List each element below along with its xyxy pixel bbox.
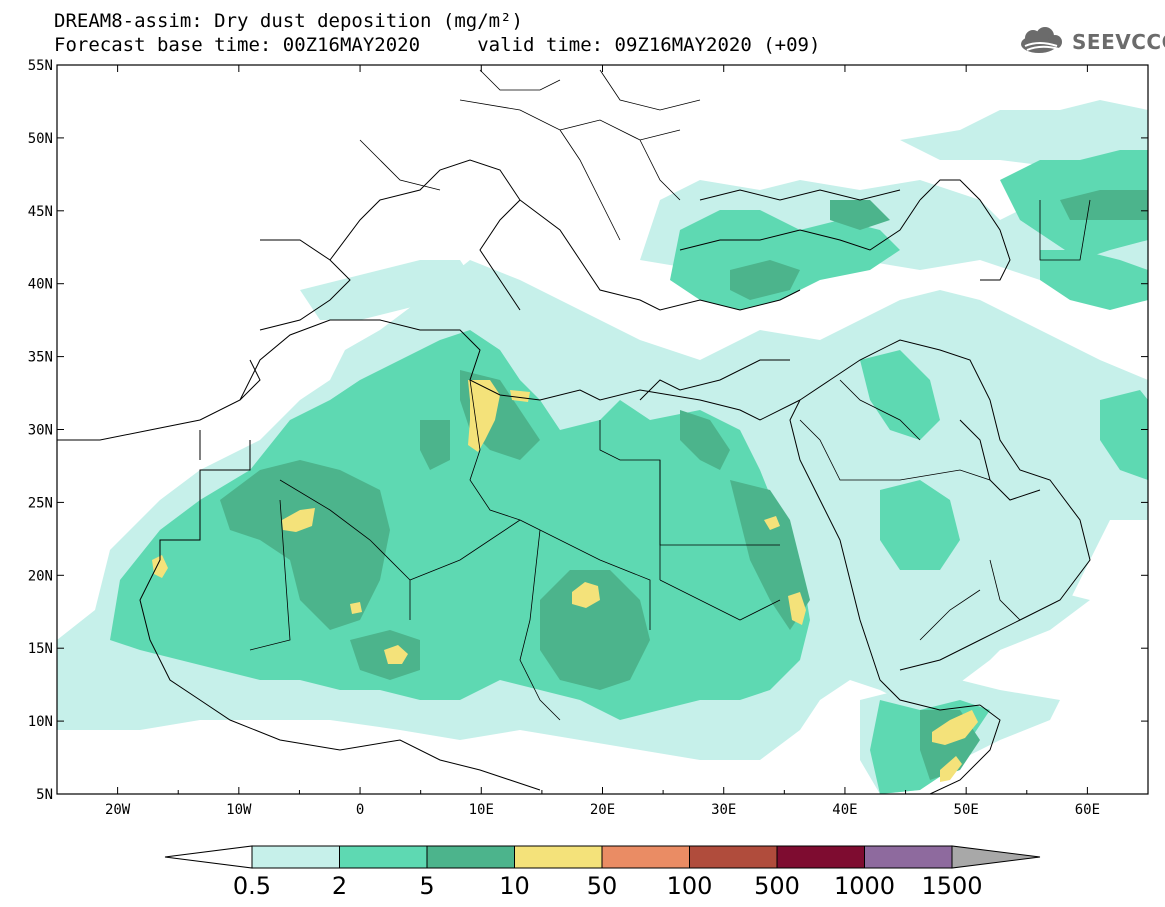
forecast-time-subtitle: Forecast base time: 00Z16MAY2020 valid t…	[54, 34, 821, 56]
latitude-axis: 55N 50N 45N 40N 35N 30N 25N 20N 15N 10N 5N	[28, 58, 1148, 803]
lat-tick-label: 30N	[28, 423, 53, 439]
longitude-axis: 20W 10W 0 10E 20E 30E 40E 50E 60E	[56, 65, 1149, 818]
colorbar-label: 10	[499, 872, 530, 900]
colorbar-label: 1000	[834, 872, 895, 900]
dust-field	[57, 100, 1148, 794]
coastlines	[57, 159, 1091, 794]
colorbar-segment	[426, 845, 515, 869]
colorbar-label: 1500	[921, 872, 982, 900]
colorbar-label: 2	[332, 872, 347, 900]
lat-tick-label: 50N	[28, 131, 53, 147]
lat-tick-label: 15N	[28, 641, 53, 657]
lon-tick-label: 20E	[590, 802, 615, 818]
level-5-10-area	[220, 190, 1148, 780]
colorbar-segment	[339, 845, 428, 869]
country-borders	[249, 69, 1091, 721]
colorbar-label: 0.5	[233, 872, 271, 900]
cloud-logo-icon	[1021, 27, 1062, 53]
lon-tick-label: 10E	[469, 802, 494, 818]
colorbar-segment	[689, 845, 778, 869]
lat-tick-label: 55N	[28, 58, 53, 74]
lon-tick-label: 30E	[711, 802, 736, 818]
colorbar-segment	[251, 845, 340, 869]
lat-tick-label: 5N	[36, 787, 53, 803]
colorbar-label: 100	[667, 872, 713, 900]
lon-tick-label: 60E	[1075, 802, 1100, 818]
lat-tick-label: 45N	[28, 204, 53, 220]
level-10-50-area	[152, 380, 978, 782]
colorbar-label: 500	[754, 872, 800, 900]
colorbar-segment	[864, 845, 953, 869]
colorbar-label: 50	[587, 872, 618, 900]
lat-tick-label: 10N	[28, 714, 53, 730]
lat-tick-label: 25N	[28, 495, 53, 511]
lon-tick-label: 10W	[226, 802, 252, 818]
lat-tick-label: 40N	[28, 277, 53, 293]
lon-tick-label: 50E	[954, 802, 979, 818]
colorbar-segment	[514, 845, 603, 869]
lat-tick-label: 35N	[28, 350, 53, 366]
colorbar: 0.5 2 5 10 50 100 500 1000 1500	[164, 845, 1041, 900]
logo-text: SEEVCCC	[1072, 30, 1165, 54]
colorbar-over-triangle	[951, 845, 1041, 869]
colorbar-under-triangle	[164, 845, 253, 869]
colorbar-label: 5	[419, 872, 434, 900]
map-title: DREAM8-assim: Dry dust deposition (mg/m²…	[54, 10, 523, 32]
lat-tick-label: 20N	[28, 568, 53, 584]
lon-tick-label: 40E	[832, 802, 857, 818]
colorbar-segment	[776, 845, 865, 869]
lon-tick-label: 0	[356, 802, 364, 818]
colorbar-segment	[601, 845, 690, 869]
lon-tick-label: 20W	[105, 802, 131, 818]
